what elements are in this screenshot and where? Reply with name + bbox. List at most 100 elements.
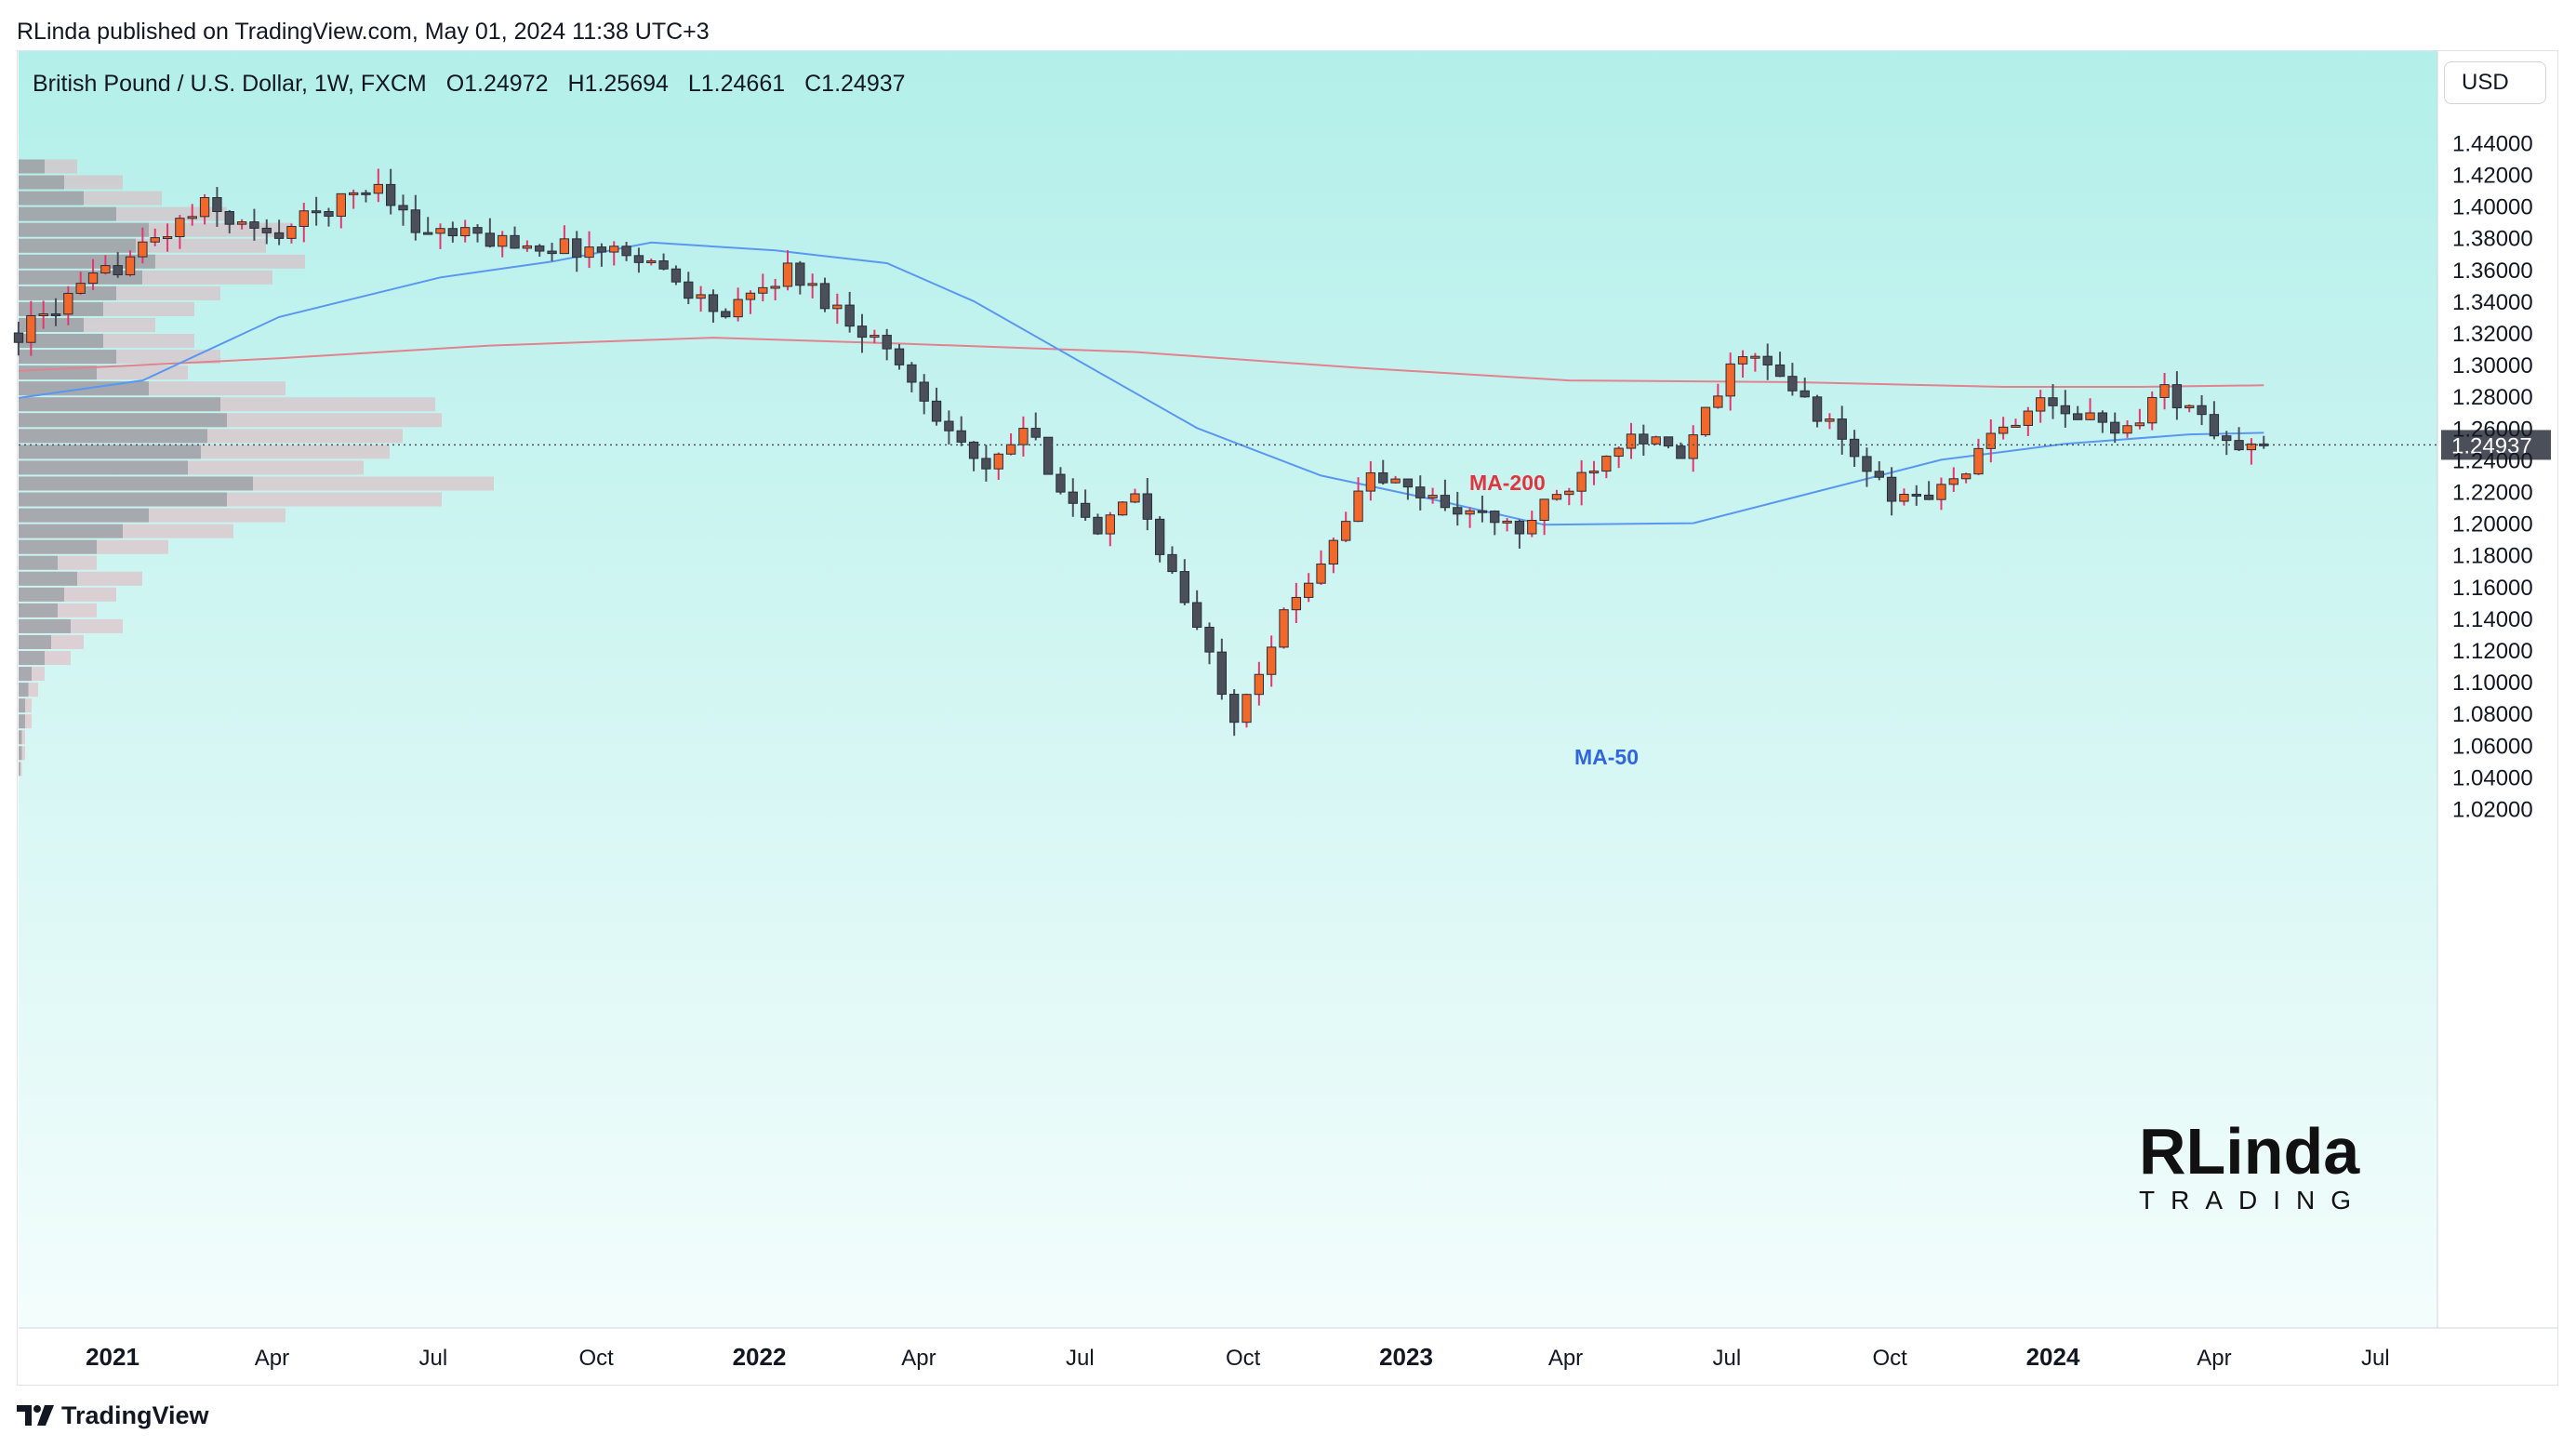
candle-body[interactable] — [1254, 673, 1265, 696]
candle-body[interactable] — [633, 255, 644, 263]
candle-body[interactable] — [919, 381, 929, 402]
candle-body[interactable] — [87, 272, 99, 285]
candle-body[interactable] — [1713, 395, 1723, 408]
candle-body[interactable] — [1799, 390, 1810, 398]
candle-body[interactable] — [696, 294, 706, 299]
candle-body[interactable] — [2259, 443, 2269, 446]
candle-body[interactable] — [2209, 414, 2220, 437]
candle-body[interactable] — [150, 237, 160, 243]
candle-body[interactable] — [1676, 445, 1686, 459]
candle-body[interactable] — [1725, 363, 1735, 397]
currency-button[interactable]: USD — [2444, 61, 2546, 104]
candle-body[interactable] — [907, 364, 917, 383]
candle-body[interactable] — [100, 265, 111, 274]
candle-body[interactable] — [2023, 410, 2033, 426]
candle-body[interactable] — [1018, 428, 1029, 445]
candle-body[interactable] — [1688, 434, 1698, 459]
candle-body[interactable] — [981, 458, 991, 470]
candle-body[interactable] — [410, 209, 420, 233]
candle-body[interactable] — [447, 228, 458, 237]
candle-body[interactable] — [1588, 471, 1600, 474]
candle-body[interactable] — [1502, 520, 1512, 524]
candle-body[interactable] — [547, 250, 557, 255]
plot-background[interactable] — [19, 51, 2437, 1328]
candle-body[interactable] — [1440, 495, 1451, 509]
candle-body[interactable] — [1862, 456, 1872, 472]
candle-body[interactable] — [2246, 443, 2257, 451]
candle-body[interactable] — [373, 183, 383, 194]
candle-body[interactable] — [1639, 433, 1649, 445]
candle-body[interactable] — [1762, 355, 1773, 365]
candle-body[interactable] — [1117, 501, 1128, 516]
candle-body[interactable] — [299, 210, 309, 227]
candle-body[interactable] — [1490, 511, 1500, 524]
candle-body[interactable] — [1663, 436, 1674, 447]
price-axis[interactable]: 1.44000 1.42000 1.40000 1.38000 1.36000 1.340… — [2437, 51, 2533, 1328]
candle-body[interactable] — [1267, 646, 1277, 675]
candle-body[interactable] — [782, 262, 793, 287]
candle-body[interactable] — [807, 283, 817, 286]
candle-body[interactable] — [795, 262, 805, 286]
candle-body[interactable] — [1030, 428, 1041, 438]
candle-body[interactable] — [1453, 507, 1463, 515]
candle-body[interactable] — [460, 227, 471, 237]
candle-body[interactable] — [1774, 364, 1786, 378]
candle-body[interactable] — [596, 246, 607, 253]
candle-body[interactable] — [844, 304, 855, 327]
candle-body[interactable] — [1998, 426, 2009, 434]
candle-body[interactable] — [609, 246, 619, 253]
candle-body[interactable] — [1042, 436, 1054, 475]
candle-body[interactable] — [1005, 444, 1016, 455]
candle-body[interactable] — [385, 183, 396, 206]
candle-body[interactable] — [684, 281, 694, 299]
candle-body[interactable] — [50, 313, 61, 317]
candle-body[interactable] — [708, 294, 719, 312]
candle-body[interactable] — [1191, 602, 1202, 628]
candle-body[interactable] — [1402, 478, 1414, 488]
candle-body[interactable] — [261, 227, 272, 233]
candle-body[interactable] — [2159, 384, 2170, 398]
candle-body[interactable] — [1936, 484, 1946, 500]
candle-body[interactable] — [882, 335, 892, 350]
candle-body[interactable] — [1911, 494, 1921, 498]
candle-body[interactable] — [1179, 571, 1189, 604]
candle-body[interactable] — [435, 228, 445, 234]
candle-body[interactable] — [125, 256, 136, 275]
candle-body[interactable] — [75, 283, 86, 294]
candle-body[interactable] — [212, 196, 222, 212]
candle-body[interactable] — [1279, 609, 1289, 648]
candle-body[interactable] — [187, 216, 197, 219]
candles[interactable] — [13, 168, 2269, 737]
candle-body[interactable] — [138, 241, 148, 258]
candle-body[interactable] — [1527, 520, 1537, 535]
candle-body[interactable] — [324, 211, 334, 218]
candle-body[interactable] — [1365, 471, 1376, 492]
candle-body[interactable] — [968, 441, 979, 459]
candle-body[interactable] — [1154, 518, 1165, 555]
candle-body[interactable] — [1142, 493, 1152, 520]
candle-body[interactable] — [721, 311, 731, 318]
candle-body[interactable] — [485, 232, 496, 247]
candle-body[interactable] — [1626, 433, 1637, 449]
candle-body[interactable] — [1601, 456, 1612, 472]
candle-body[interactable] — [832, 304, 843, 310]
candle-body[interactable] — [1960, 473, 1972, 480]
candle-body[interactable] — [286, 225, 297, 239]
candle-body[interactable] — [2184, 405, 2195, 409]
candle-body[interactable] — [535, 245, 545, 252]
candle-body[interactable] — [745, 292, 756, 300]
candle-body[interactable] — [1427, 495, 1438, 498]
candle-body[interactable] — [2048, 397, 2058, 406]
candle-body[interactable] — [1874, 471, 1884, 478]
candle-body[interactable] — [1514, 520, 1525, 535]
candle-body[interactable] — [1539, 498, 1549, 522]
candle-body[interactable] — [1216, 651, 1227, 696]
candle-body[interactable] — [1700, 406, 1711, 436]
candle-body[interactable] — [559, 238, 570, 255]
candle-body[interactable] — [2073, 413, 2083, 420]
candle-body[interactable] — [510, 234, 520, 249]
candle-body[interactable] — [2222, 435, 2232, 442]
candle-body[interactable] — [336, 192, 346, 218]
candle-body[interactable] — [819, 283, 830, 310]
